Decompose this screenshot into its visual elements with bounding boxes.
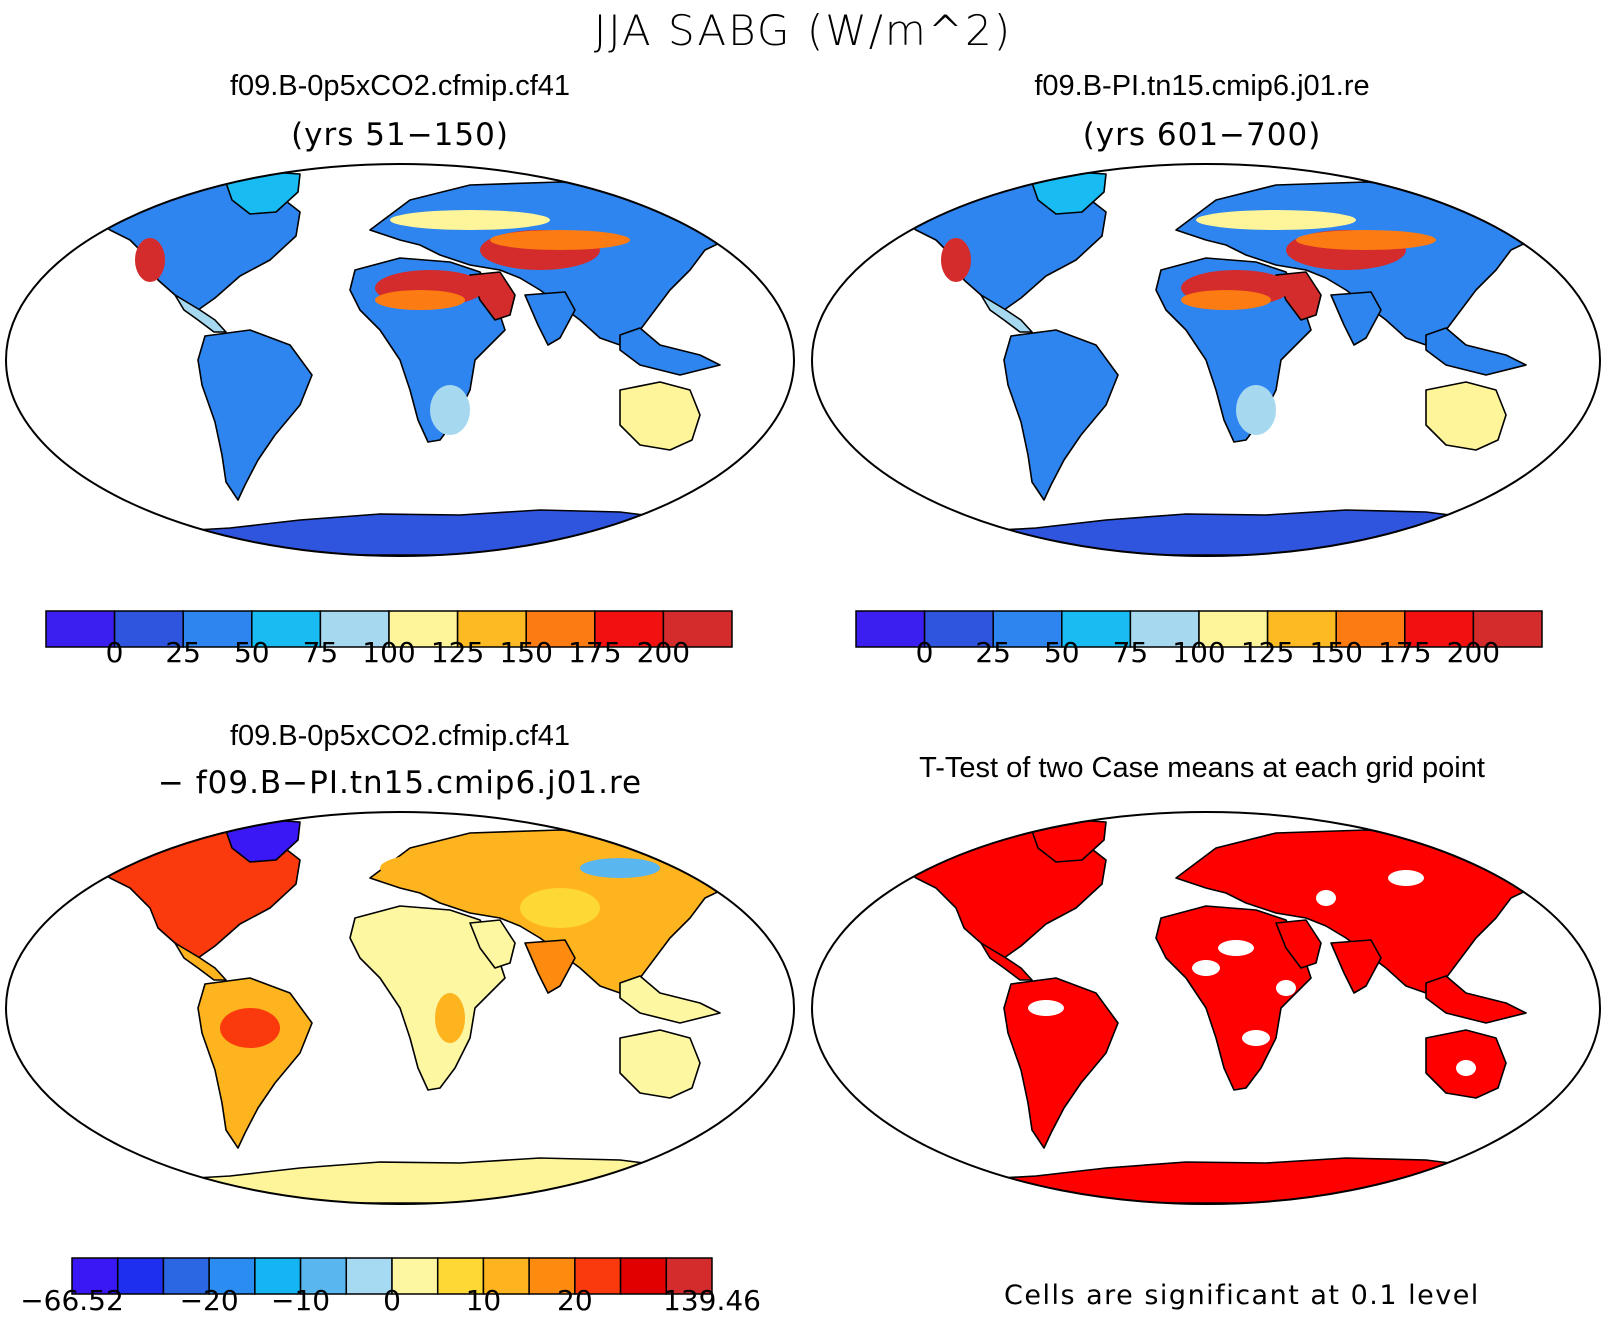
cbar1-swatch-0: [45, 610, 116, 648]
cbar-diff-swatch-13: [665, 1257, 713, 1295]
cbar1-swatch-6: [456, 610, 527, 648]
cbar2-swatch-9: [1472, 610, 1543, 648]
panel1-samerica-region: [197, 329, 313, 501]
panel4-map-border: [811, 811, 1601, 1205]
cbar2-swatch-1: [923, 610, 994, 648]
cbar1-swatch-2: [182, 610, 253, 648]
panel4-title: T-Test of two Case means at each grid po…: [919, 752, 1485, 784]
panel2-colorbar: [855, 610, 1543, 648]
cbar1-swatch-9: [662, 610, 733, 648]
significance-footnote: Cells are significant at 0.1 level: [1004, 1280, 1480, 1311]
panel4-arabia-region: [1275, 919, 1322, 969]
panel2-subtitle: (yrs 601−700): [1082, 117, 1322, 153]
cbar-diff-label: 139.46: [663, 1284, 761, 1317]
cbar1-swatch-1: [113, 610, 184, 648]
cbar-diff-label: 10: [465, 1284, 502, 1317]
panel2-map: [811, 163, 1601, 557]
panel2-seasia-region: [1425, 327, 1527, 376]
cbar-diff-swatch-1: [116, 1257, 165, 1295]
cbar-diff-swatch-7: [391, 1257, 439, 1295]
cbar2-label: 50: [1043, 636, 1080, 669]
panel3-title: f09.B-0p5xCO2.cfmip.cf41: [229, 720, 571, 752]
cbar2-swatch-4: [1129, 610, 1200, 648]
panel4-india-region: [1330, 939, 1382, 994]
cbar1-label: 150: [499, 636, 553, 669]
panel3-map: [5, 811, 795, 1205]
panel3-seasia-region: [619, 975, 721, 1024]
cbar1-label: 200: [636, 636, 691, 669]
cbar2-swatch-8: [1404, 610, 1475, 648]
cbar-diff-label: −10: [271, 1284, 331, 1317]
cbar-diff-swatch-10: [528, 1257, 576, 1295]
cbar1-label: 0: [105, 636, 124, 669]
cbar2-label: 150: [1309, 636, 1363, 669]
panel4-map: [811, 811, 1601, 1205]
panel3-africa-region: [349, 905, 506, 1091]
figure-title: JJA SABG (W/m^2): [593, 6, 1013, 55]
cbar-diff-label: −66.52: [20, 1284, 124, 1317]
panel1-subtitle: (yrs 51−150): [291, 117, 509, 153]
panel2-camerica-region: [980, 294, 1033, 333]
cbar2-label: 125: [1240, 636, 1295, 669]
panel3-arabia-region: [469, 919, 516, 969]
cbar-diff-label: 0: [383, 1284, 401, 1317]
panel1-india-region: [524, 291, 576, 346]
panel1-australia-region: [619, 381, 701, 451]
cbar1-swatch-3: [251, 610, 322, 648]
cbar1-label: 125: [430, 636, 485, 669]
panel3-camerica-region: [174, 942, 227, 981]
panel2-samerica-region: [1003, 329, 1119, 501]
cbar2-label: 175: [1378, 636, 1432, 669]
panel3-colorbar: [71, 1257, 713, 1295]
panel2-map-border: [811, 163, 1601, 557]
cbar-diff-swatch-9: [482, 1257, 530, 1295]
panel1-colorbar: [45, 610, 733, 648]
cbar-diff-swatch-5: [299, 1257, 348, 1295]
panel1-title: f09.B-0p5xCO2.cfmip.cf41: [229, 70, 571, 102]
panel3-australia-region: [619, 1029, 701, 1099]
cbar1-label: 175: [568, 636, 622, 669]
cbar2-swatch-6: [1266, 610, 1337, 648]
cbar2-swatch-7: [1335, 610, 1406, 648]
panel4-samerica-region: [1003, 977, 1119, 1149]
cbar1-label: 75: [302, 636, 339, 669]
panel4-seasia-region: [1425, 975, 1527, 1024]
panel1-camerica-region: [174, 294, 227, 333]
panel4-camerica-region: [980, 942, 1033, 981]
cbar2-swatch-0: [855, 610, 926, 648]
cbar2-label: 100: [1172, 636, 1226, 669]
panel3-map-border: [5, 811, 795, 1205]
cbar2-label: 0: [915, 636, 934, 669]
cbar-diff-label: −20: [179, 1284, 239, 1317]
panel4-africa-region: [1155, 905, 1312, 1091]
cbar-diff-swatch-12: [619, 1257, 668, 1295]
panel2-australia-region: [1425, 381, 1507, 451]
cbar-diff-label: 20: [557, 1284, 593, 1317]
cbar2-label: 200: [1446, 636, 1501, 669]
panel3-subtitle: − f09.B−PI.tn15.cmip6.j01.re: [157, 765, 643, 801]
panel2-title: f09.B-PI.tn15.cmip6.j01.re: [1034, 70, 1370, 102]
cbar2-swatch-3: [1061, 610, 1132, 648]
cbar-diff-swatch-0: [71, 1257, 119, 1295]
panel3-india-region: [524, 939, 576, 994]
panel1-seasia-region: [619, 327, 721, 376]
panel1-map: [5, 163, 795, 557]
cbar1-label: 100: [362, 636, 416, 669]
cbar1-label: 50: [233, 636, 270, 669]
cbar1-swatch-5: [388, 610, 459, 648]
cbar2-label: 75: [1112, 636, 1149, 669]
panel1-map-border: [5, 163, 795, 557]
cbar2-label: 25: [975, 636, 1012, 669]
panel2-india-region: [1330, 291, 1382, 346]
cbar1-swatch-7: [525, 610, 596, 648]
cbar-diff-swatch-2: [162, 1257, 210, 1295]
cbar1-label: 25: [165, 636, 202, 669]
cbar1-swatch-4: [319, 610, 390, 648]
